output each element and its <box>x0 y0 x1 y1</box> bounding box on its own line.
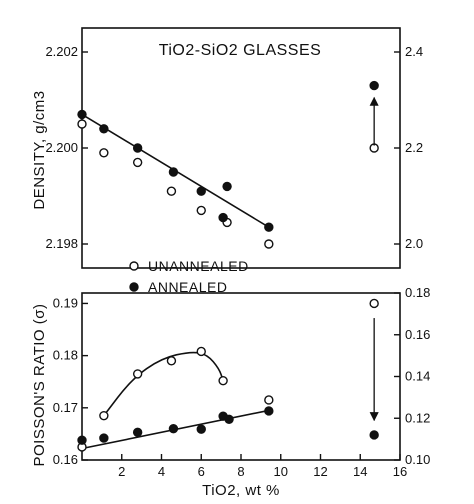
density-right-tick-label: 2.2 <box>405 140 423 155</box>
density-point-annealed <box>222 181 232 192</box>
chart-title: TiO2-SiO2 GLASSES <box>159 42 322 59</box>
poisson-point-unannealed <box>99 410 109 421</box>
x-tick-label: 6 <box>198 464 205 479</box>
density-point-annealed <box>264 222 274 232</box>
x-tick-label: 14 <box>353 464 367 479</box>
density-point-annealed <box>77 109 87 120</box>
density-point-unannealed <box>196 205 206 216</box>
density-point-annealed <box>369 80 379 91</box>
poisson-point-annealed <box>369 430 379 440</box>
poisson-left-tick-label: 0.19 <box>53 295 78 310</box>
density-point-annealed <box>168 167 179 177</box>
density-left-ticks: 2.198 2.200 2.202 <box>45 44 88 251</box>
poisson-point-annealed <box>99 433 109 443</box>
density-panel: TiO2-SiO2 GLASSES DENSITY, g/cm3 2.1982.… <box>31 27 423 269</box>
density-left-tick-label: 2.198 <box>45 236 78 251</box>
density-left-tick-label: 2.202 <box>45 44 78 59</box>
density-point-unannealed <box>166 186 177 196</box>
poisson-plot-frame <box>81 292 401 461</box>
x-tick-label: 16 <box>393 464 407 479</box>
poisson-point-annealed <box>168 423 179 434</box>
legend-label-annealed: ANNEALED <box>148 279 227 295</box>
x-axis-ticks: 2 4 6 8 10 12 14 16 <box>118 454 407 479</box>
poisson-points <box>77 298 379 452</box>
poisson-left-tick-label: 0.18 <box>53 348 78 363</box>
poisson-point-unannealed <box>132 369 143 379</box>
poisson-point-unannealed <box>264 395 274 405</box>
density-plot-frame <box>81 27 401 269</box>
poisson-point-annealed <box>132 427 143 438</box>
poisson-right-tick-label: 0.16 <box>405 327 430 342</box>
legend-marker-unannealed <box>129 261 139 271</box>
poisson-right-tick-label: 0.18 <box>405 285 430 300</box>
density-point-annealed <box>218 212 228 223</box>
poisson-point-unannealed <box>369 298 379 309</box>
density-point-annealed <box>99 124 109 134</box>
x-tick-label: 10 <box>274 464 288 479</box>
density-right-tick-label: 2.4 <box>405 44 423 59</box>
x-axis-title: TiO2, wt % <box>202 482 280 499</box>
poisson-y-axis-title: POISSON'S RATIO (σ) <box>31 303 48 466</box>
legend: UNANNEALED ANNEALED <box>129 258 249 295</box>
poisson-panel: POISSON'S RATIO (σ) 0.16 0.17 0.18 0.19 0.1… <box>31 285 430 499</box>
poisson-point-annealed <box>77 435 87 445</box>
legend-label-unannealed: UNANNEALED <box>148 258 249 274</box>
poisson-left-tick-label: 0.16 <box>53 452 78 467</box>
poisson-right-tick-label: 0.12 <box>405 410 430 425</box>
density-point-annealed <box>196 186 206 196</box>
poisson-point-annealed <box>224 414 234 424</box>
density-point-unannealed <box>99 148 109 158</box>
poisson-right-ticks: 0.10 0.12 0.14 0.16 0.18 <box>394 285 430 467</box>
poisson-point-unannealed <box>166 356 177 366</box>
density-point-annealed <box>132 143 143 153</box>
density-point-unannealed <box>264 239 274 249</box>
poisson-point-unannealed <box>196 346 206 357</box>
density-left-tick-label: 2.200 <box>45 140 78 155</box>
poisson-point-unannealed <box>218 375 228 386</box>
legend-marker-annealed <box>129 282 139 292</box>
density-right-ticks: 2.0 2.2 2.4 <box>394 44 423 251</box>
density-points <box>77 80 379 249</box>
x-tick-label: 12 <box>313 464 327 479</box>
poisson-fit-lines <box>81 351 269 450</box>
poisson-left-ticks: 0.16 0.17 0.18 0.19 <box>53 295 88 467</box>
poisson-fit-curve <box>103 351 224 417</box>
x-tick-label: 8 <box>237 464 244 479</box>
poisson-right-tick-label: 0.10 <box>405 452 430 467</box>
x-tick-label: 2 <box>118 464 125 479</box>
poisson-point-annealed <box>196 424 206 434</box>
x-tick-label: 4 <box>158 464 165 479</box>
poisson-left-tick-label: 0.17 <box>53 400 78 415</box>
density-point-unannealed <box>132 157 143 168</box>
poisson-right-tick-label: 0.14 <box>405 369 430 384</box>
density-right-tick-label: 2.0 <box>405 236 423 251</box>
density-y-axis-title: DENSITY, g/cm3 <box>31 90 48 209</box>
density-point-unannealed <box>77 119 87 129</box>
poisson-point-annealed <box>264 406 274 416</box>
